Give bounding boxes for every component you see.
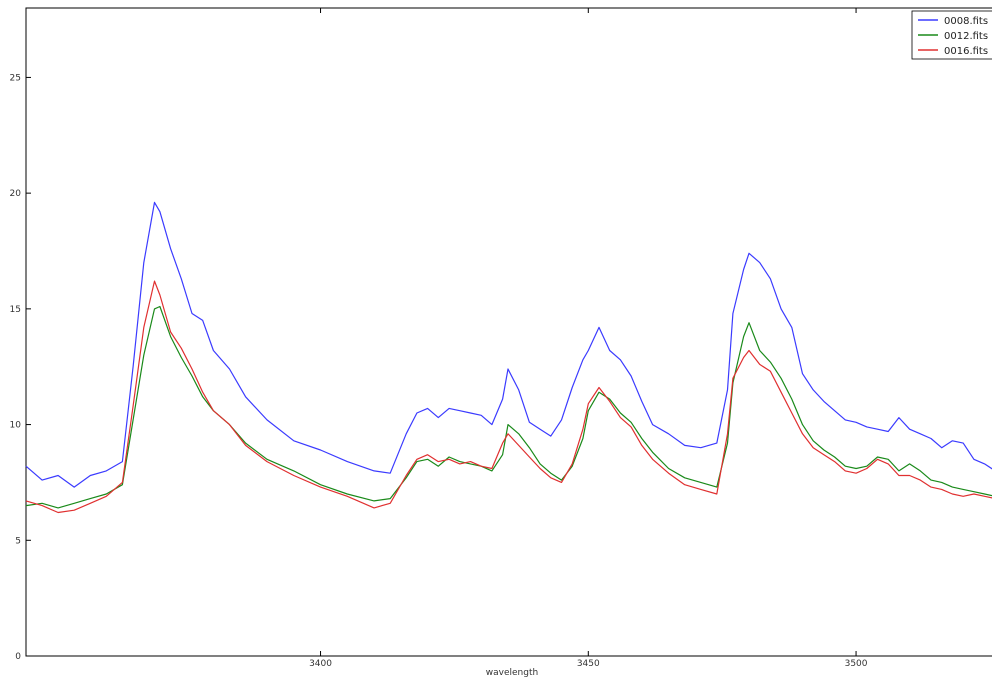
x-tick-label: 3450: [577, 659, 600, 669]
y-tick-label: 15: [10, 305, 21, 315]
series-line-0: [25, 201, 992, 488]
legend: 0008.fits 0012.fits 0016.fits: [911, 10, 992, 60]
series-line-2: [25, 280, 992, 514]
x-tick-label: 3500: [845, 659, 868, 669]
legend-label-1: 0012.fits: [944, 31, 988, 42]
plot-area: [25, 7, 992, 657]
y-tick-label: 20: [10, 189, 22, 199]
y-tick-label: 0: [15, 652, 21, 662]
axis-ticks: 3400 3450 3500 0 5 10 15 20 25: [10, 8, 868, 669]
y-tick-label: 10: [10, 421, 22, 431]
x-axis-label: wavelength: [486, 668, 538, 678]
y-tick-label: 5: [15, 536, 21, 546]
legend-label-2: 0016.fits: [944, 46, 988, 57]
x-tick-label: 3400: [309, 659, 332, 669]
series-lines: [25, 201, 992, 514]
legend-label-0: 0008.fits: [944, 16, 988, 27]
y-tick-label: 25: [10, 73, 21, 83]
series-line-1: [25, 305, 992, 509]
